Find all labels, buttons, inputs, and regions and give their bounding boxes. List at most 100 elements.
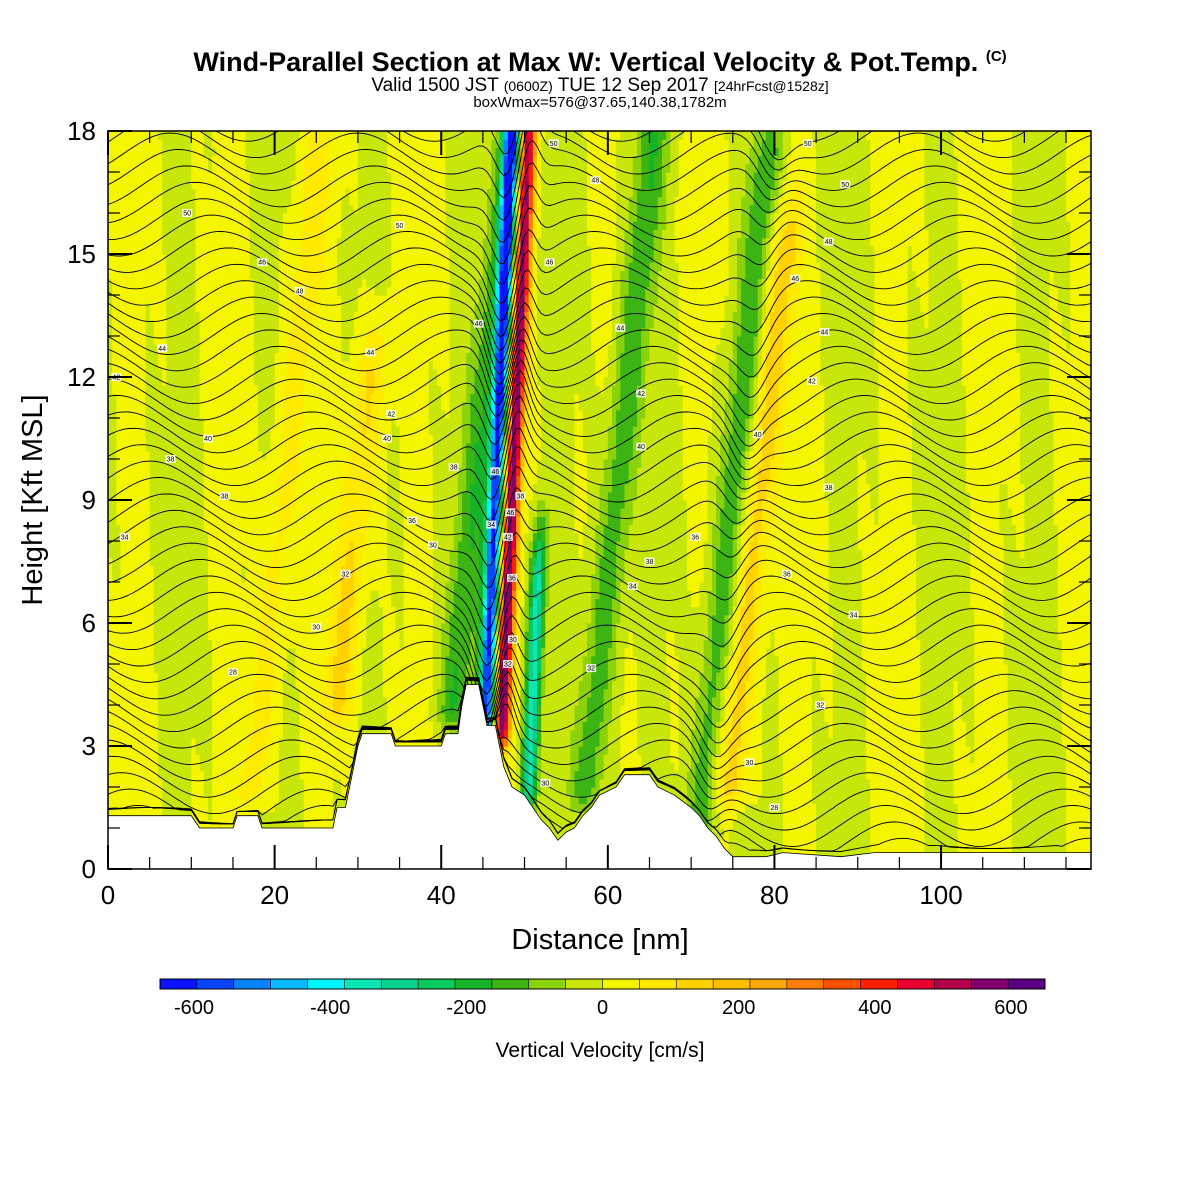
velocity-cell <box>320 450 326 460</box>
velocity-cell <box>316 262 322 271</box>
velocity-cell <box>307 573 313 583</box>
velocity-cell <box>162 131 167 140</box>
velocity-cell <box>270 213 276 222</box>
velocity-cell <box>145 303 151 312</box>
velocity-cell <box>162 705 167 714</box>
velocity-cell <box>245 532 251 542</box>
velocity-cell <box>120 623 126 632</box>
velocity-cell <box>249 368 255 378</box>
velocity-cell <box>299 573 305 583</box>
velocity-cell <box>141 139 147 148</box>
velocity-cell <box>124 401 130 411</box>
velocity-cell <box>249 696 255 706</box>
velocity-cell <box>278 180 284 189</box>
velocity-cell <box>249 803 255 813</box>
velocity-cell <box>232 803 238 813</box>
velocity-cell <box>132 721 138 731</box>
velocity-cell <box>157 237 163 247</box>
velocity-cell <box>207 737 213 747</box>
velocity-cell <box>320 491 326 501</box>
velocity-cell <box>191 442 197 452</box>
velocity-cell <box>320 655 326 665</box>
velocity-cell <box>149 295 155 304</box>
velocity-cell <box>312 762 317 772</box>
velocity-cell <box>112 590 117 599</box>
velocity-cell <box>182 705 188 714</box>
velocity-cell <box>295 393 301 403</box>
velocity-cell <box>262 491 267 501</box>
velocity-cell <box>249 623 255 632</box>
velocity-cell <box>299 541 305 550</box>
velocity-cell <box>278 344 284 353</box>
velocity-cell <box>182 475 188 485</box>
velocity-cell <box>253 541 259 550</box>
velocity-cell <box>170 221 176 230</box>
velocity-cell <box>116 131 122 140</box>
velocity-cell <box>224 664 230 673</box>
velocity-cell <box>157 557 163 567</box>
velocity-cell <box>232 590 238 599</box>
velocity-cell <box>274 270 280 280</box>
velocity-cell <box>282 319 288 329</box>
velocity-cell <box>299 770 305 780</box>
velocity-cell <box>245 409 251 419</box>
velocity-cell <box>187 377 192 386</box>
velocity-cell <box>174 713 180 722</box>
velocity-cell <box>220 803 226 813</box>
velocity-cell <box>307 721 313 731</box>
velocity-cell <box>241 590 247 599</box>
velocity-cell <box>120 688 126 698</box>
velocity-cell <box>249 393 255 403</box>
velocity-cell <box>182 393 188 403</box>
velocity-cell <box>124 787 130 796</box>
velocity-cell <box>270 696 276 706</box>
velocity-cell <box>157 360 163 370</box>
velocity-cell <box>174 778 180 788</box>
velocity-cell <box>278 311 284 321</box>
velocity-cell <box>112 532 117 542</box>
velocity-cell <box>220 221 226 230</box>
velocity-cell <box>228 188 234 198</box>
velocity-cell <box>162 163 167 173</box>
velocity-cell <box>145 696 151 706</box>
velocity-cell <box>178 336 184 345</box>
velocity-cell <box>312 254 317 263</box>
velocity-cell <box>287 418 292 427</box>
velocity-cell <box>228 229 234 239</box>
velocity-cell <box>257 245 263 255</box>
velocity-cell <box>132 254 138 263</box>
velocity-cell <box>307 672 313 681</box>
velocity-cell <box>124 188 130 198</box>
velocity-cell <box>262 639 267 649</box>
velocity-cell <box>237 590 242 599</box>
velocity-cell <box>162 795 167 804</box>
velocity-cell <box>216 459 222 468</box>
velocity-cell <box>282 598 288 608</box>
velocity-cell <box>116 655 122 665</box>
velocity-cell <box>274 204 280 214</box>
velocity-cell <box>124 508 130 517</box>
velocity-cell <box>212 295 217 304</box>
velocity-cell <box>108 508 113 517</box>
velocity-cell <box>116 295 122 304</box>
velocity-cell <box>216 360 222 370</box>
velocity-cell <box>295 204 301 214</box>
velocity-cell <box>145 450 151 460</box>
velocity-cell <box>316 737 322 747</box>
velocity-cell <box>141 155 147 165</box>
velocity-cell <box>108 163 113 173</box>
velocity-cell <box>116 139 122 148</box>
velocity-cell <box>270 344 276 353</box>
velocity-cell <box>312 459 317 468</box>
velocity-cell <box>328 500 334 509</box>
velocity-cell <box>312 196 317 206</box>
velocity-cell <box>245 147 251 157</box>
velocity-cell <box>253 606 259 616</box>
velocity-cell <box>266 245 272 255</box>
velocity-cell <box>120 221 126 230</box>
velocity-cell <box>191 344 197 353</box>
velocity-cell <box>320 672 326 681</box>
velocity-cell <box>182 623 188 632</box>
velocity-cell <box>128 705 134 714</box>
velocity-cell <box>153 303 159 312</box>
